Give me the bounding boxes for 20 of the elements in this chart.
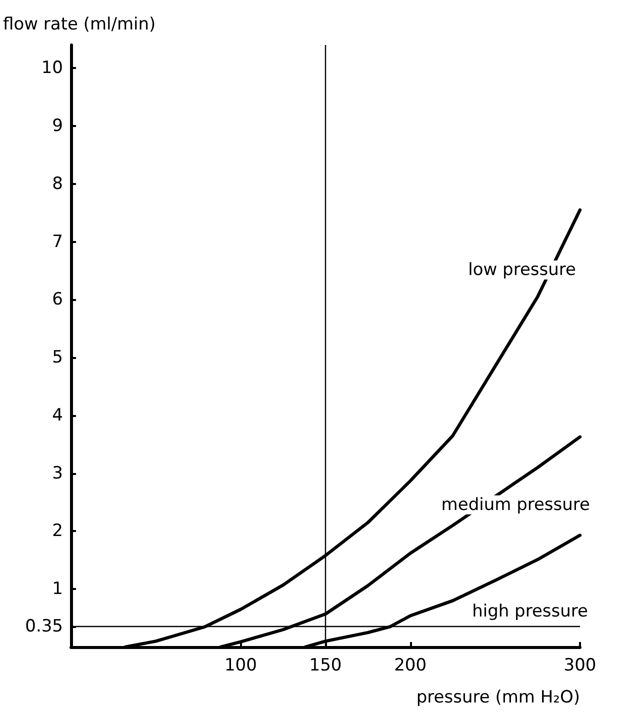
x-tick-label: 100 bbox=[224, 656, 257, 676]
y-tick-label: 1 bbox=[52, 579, 63, 600]
y-tick-label: 2 bbox=[52, 521, 63, 542]
y-tick-label: 7 bbox=[52, 232, 63, 252]
y-tick-label: 6 bbox=[52, 290, 63, 310]
y-tick-label: 0.35 bbox=[25, 616, 63, 637]
x-tick-label: 300 bbox=[564, 656, 596, 676]
series-label: medium pressure bbox=[441, 494, 590, 515]
y-tick-label: 3 bbox=[52, 463, 63, 484]
y-axis-title: flow rate (ml/min) bbox=[3, 14, 156, 34]
y-tick-label: 4 bbox=[52, 405, 63, 426]
x-tick-label: 200 bbox=[394, 656, 427, 676]
y-tick-label: 5 bbox=[52, 348, 63, 368]
x-axis-title: pressure (mm H₂O) bbox=[416, 688, 580, 708]
y-tick-label: 8 bbox=[52, 174, 63, 194]
x-tick-label: 150 bbox=[309, 656, 342, 676]
y-tick-label: 10 bbox=[41, 58, 63, 78]
series-label: low pressure bbox=[468, 260, 576, 280]
series-label: high pressure bbox=[472, 601, 588, 622]
y-tick-label: 9 bbox=[52, 116, 63, 136]
